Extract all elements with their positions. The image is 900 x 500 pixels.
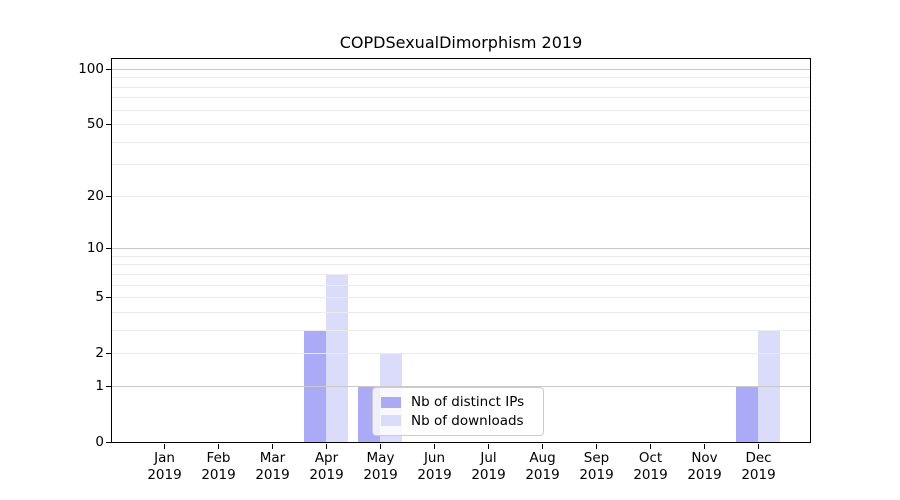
x-tick-mark-aug <box>541 443 544 449</box>
gridline-90 <box>112 77 810 79</box>
bar-nb-of-distinct-ips-apr <box>304 329 326 442</box>
legend-swatch-downloads <box>381 415 401 427</box>
gridline-40 <box>112 141 810 143</box>
y-tick-label-50: 50 <box>86 116 104 133</box>
x-tick-mark-oct <box>649 443 652 449</box>
x-tick-mark-jan <box>163 443 166 449</box>
gridline-100 <box>112 68 810 70</box>
x-tick-mark-feb <box>217 443 220 449</box>
x-tick-mark-jun <box>433 443 436 449</box>
gridline-9 <box>112 255 810 257</box>
gridline-4 <box>112 311 810 313</box>
x-tick-mark-apr <box>325 443 328 449</box>
bar-nb-of-downloads-dec <box>758 329 780 442</box>
x-tick-label-apr: Apr 2019 <box>309 450 344 483</box>
y-tick-label-1: 1 <box>95 377 104 394</box>
x-tick-label-dec: Dec 2019 <box>741 450 776 483</box>
bars-layer <box>112 59 810 442</box>
x-tick-label-may: May 2019 <box>363 450 398 483</box>
y-tick-label-0: 0 <box>95 434 104 450</box>
gridline-1 <box>112 385 810 387</box>
plot-area: Nb of distinct IPs Nb of downloads <box>111 58 811 443</box>
bar-nb-of-distinct-ips-dec <box>736 385 758 442</box>
gridline-50 <box>112 124 810 126</box>
gridline-8 <box>112 264 810 266</box>
x-tick-label-feb: Feb 2019 <box>201 450 236 483</box>
x-tick-mark-dec <box>757 443 760 449</box>
gridline-2 <box>112 353 810 355</box>
gridline-10 <box>112 248 810 250</box>
gridline-3 <box>112 329 810 331</box>
legend: Nb of distinct IPs Nb of downloads <box>372 387 544 436</box>
gridline-7 <box>112 273 810 275</box>
y-tick-mark <box>106 441 112 444</box>
x-tick-label-mar: Mar 2019 <box>255 450 290 483</box>
gridline-80 <box>112 86 810 88</box>
x-tick-label-jan: Jan 2019 <box>147 450 182 483</box>
x-tick-mark-mar <box>271 443 274 449</box>
gridline-70 <box>112 97 810 99</box>
y-tick-mark <box>106 68 112 71</box>
y-tick-label-20: 20 <box>86 187 104 204</box>
bar-nb-of-downloads-apr <box>326 273 348 442</box>
y-tick-mark <box>106 195 112 198</box>
x-tick-label-jun: Jun 2019 <box>417 450 452 483</box>
chart-title: COPDSexualDimorphism 2019 <box>339 33 583 52</box>
legend-label-downloads: Nb of downloads <box>411 412 524 429</box>
gridline-60 <box>112 109 810 111</box>
y-tick-label-100: 100 <box>78 60 104 77</box>
gridline-5 <box>112 297 810 299</box>
x-tick-mark-nov <box>703 443 706 449</box>
gridline-6 <box>112 284 810 286</box>
y-tick-mark <box>106 353 112 355</box>
x-tick-mark-may <box>379 443 382 449</box>
y-tick-mark <box>106 385 112 388</box>
legend-item-downloads: Nb of downloads <box>381 412 535 431</box>
x-tick-label-aug: Aug 2019 <box>525 450 560 483</box>
gridline-20 <box>112 195 810 197</box>
x-tick-label-nov: Nov 2019 <box>687 450 722 483</box>
legend-swatch-distinct-ips <box>381 396 401 408</box>
x-tick-label-sep: Sep 2019 <box>579 450 614 483</box>
gridlines-layer <box>112 59 810 442</box>
x-tick-label-jul: Jul 2019 <box>471 450 506 483</box>
y-tick-mark <box>106 124 112 126</box>
x-tick-mark-jul <box>487 443 490 449</box>
legend-item-distinct-ips: Nb of distinct IPs <box>381 393 535 412</box>
y-tick-label-5: 5 <box>95 289 104 306</box>
x-tick-label-oct: Oct 2019 <box>633 450 668 483</box>
y-tick-label-2: 2 <box>95 345 104 362</box>
y-tick-mark <box>106 297 112 299</box>
x-tick-mark-sep <box>595 443 598 449</box>
y-tick-label-10: 10 <box>86 240 104 257</box>
gridline-30 <box>112 164 810 166</box>
y-tick-mark <box>106 248 112 250</box>
legend-label-distinct-ips: Nb of distinct IPs <box>411 394 525 411</box>
